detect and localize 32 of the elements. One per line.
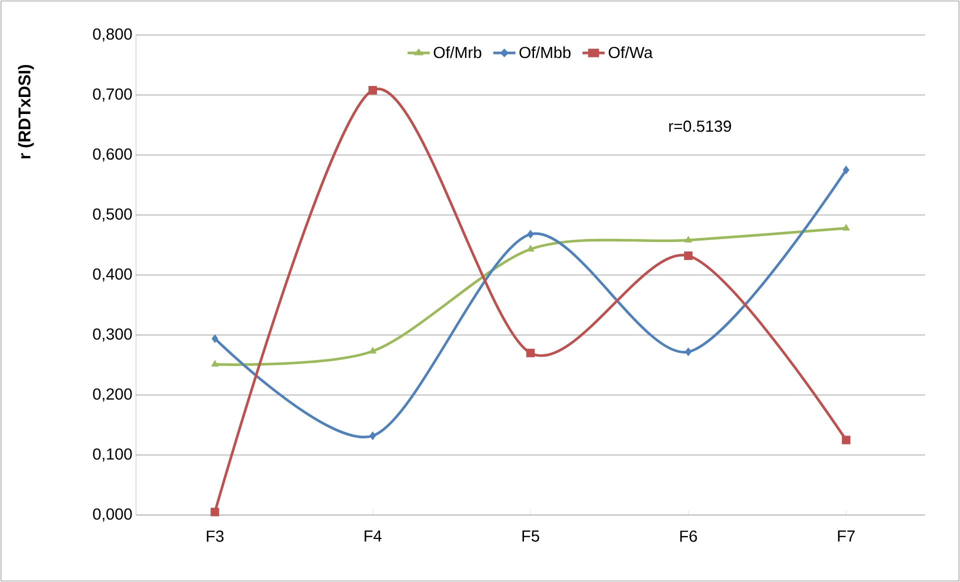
- legend-label: Of/Mrb: [434, 46, 482, 58]
- y-tick-label: 0,000: [93, 508, 132, 522]
- y-tick-label: 0,300: [93, 328, 132, 342]
- legend-label: Of/Mbb: [519, 46, 571, 58]
- y-tick-label: 0,700: [93, 88, 132, 102]
- x-tick-label: F6: [680, 530, 697, 542]
- x-tick-label: F4: [364, 530, 382, 542]
- y-axis-title: r (RDTxDSI): [18, 64, 34, 158]
- point: [684, 236, 692, 242]
- y-tick-label: 0,600: [93, 148, 132, 162]
- x-tick-label: F5: [522, 530, 540, 542]
- point: [842, 224, 850, 230]
- x-tick-label: F7: [838, 530, 855, 542]
- point: [369, 432, 376, 440]
- annotation: r=0.5139: [669, 120, 732, 132]
- point: [210, 508, 220, 516]
- x-tick-label: F3: [206, 530, 224, 542]
- point: [685, 348, 692, 356]
- y-tick-label: 0,200: [93, 388, 132, 402]
- point: [842, 436, 850, 444]
- y-tick-label: 0,500: [93, 208, 132, 222]
- point: [368, 86, 377, 94]
- point: [684, 252, 693, 260]
- point: [842, 166, 850, 174]
- point: [211, 360, 219, 367]
- point: [526, 348, 535, 358]
- point: [527, 230, 534, 238]
- y-tick-label: 0,100: [93, 448, 132, 462]
- y-tick-label: 0,400: [93, 268, 132, 282]
- legend-label: Of/Wa: [608, 46, 653, 58]
- point: [212, 334, 218, 343]
- y-tick-label: 0,800: [93, 28, 132, 42]
